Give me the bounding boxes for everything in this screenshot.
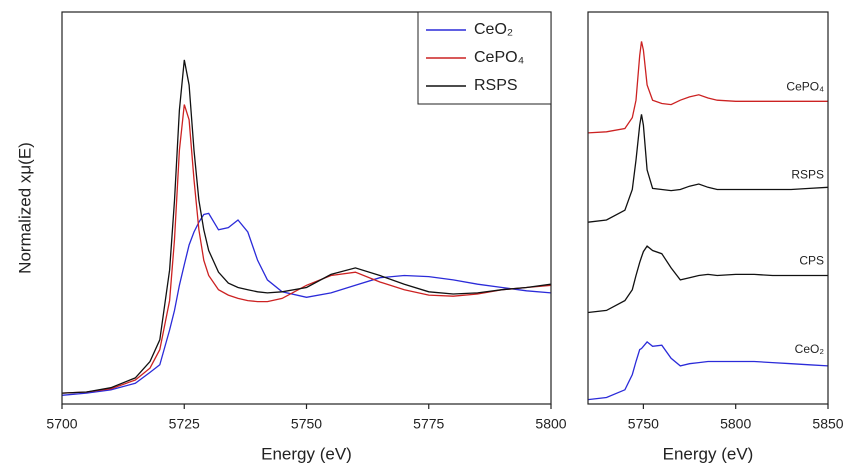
x-axis-title: Energy (eV) bbox=[261, 444, 352, 463]
plot-frame bbox=[587, 11, 829, 405]
series-line bbox=[61, 59, 552, 394]
x-tick-label: 5800 bbox=[720, 416, 751, 432]
series-line bbox=[61, 212, 552, 396]
series-line bbox=[587, 114, 829, 223]
x-tick-label: 5850 bbox=[812, 416, 843, 432]
series-label: RSPS bbox=[791, 168, 824, 182]
x-axis-title: Energy (eV) bbox=[663, 444, 754, 463]
legend: CeO₂ CePO₄ RSPS bbox=[417, 11, 552, 105]
x-tick-label: 5750 bbox=[628, 416, 659, 432]
series-line bbox=[587, 340, 829, 401]
x-tick-label: 5800 bbox=[535, 416, 566, 432]
x-tick-label: 5725 bbox=[169, 416, 200, 432]
legend-label: CePO₄ bbox=[474, 49, 524, 66]
x-tick-label: 5750 bbox=[291, 416, 322, 432]
series-line bbox=[61, 104, 552, 394]
legend-label: CeO₂ bbox=[474, 21, 513, 38]
x-tick-label: 5700 bbox=[46, 416, 77, 432]
series-line bbox=[587, 245, 828, 314]
series-label: CPS bbox=[799, 254, 824, 268]
series-line bbox=[587, 41, 828, 134]
y-axis-title: Normalized xμ(E) bbox=[15, 142, 34, 274]
series-label: CePO₄ bbox=[786, 79, 824, 93]
series-label: CeO₂ bbox=[795, 342, 825, 356]
x-tick-label: 5775 bbox=[413, 416, 444, 432]
legend-label: RSPS bbox=[474, 77, 518, 94]
